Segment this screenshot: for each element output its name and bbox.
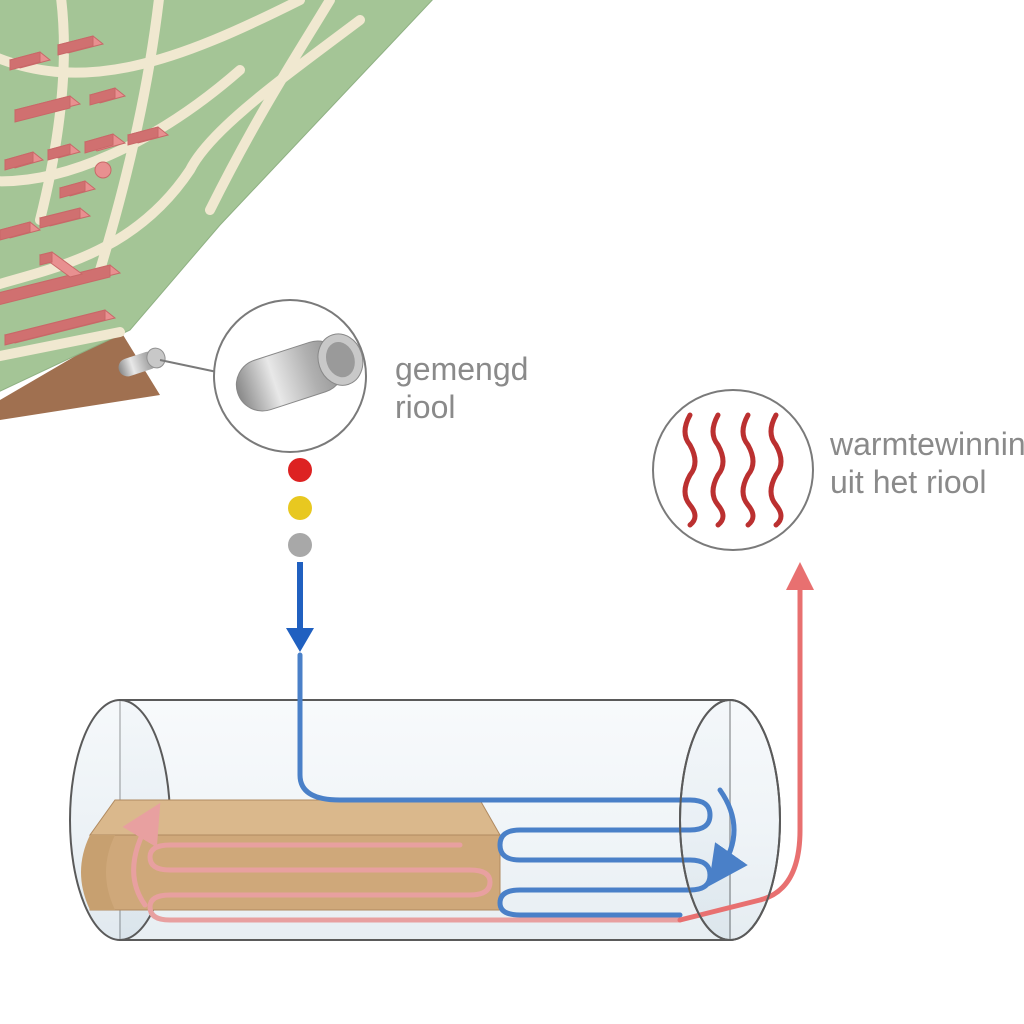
diagram-canvas [0, 0, 1024, 1024]
heat-label: warmtewinnin uit het riool [830, 425, 1024, 502]
inflow-arrow [286, 562, 314, 652]
connector-line [160, 360, 217, 372]
heat-circle [653, 390, 813, 550]
main-sewer-pipe [70, 562, 814, 940]
sewer-label: gemengd riool [395, 350, 528, 427]
status-dots [288, 458, 312, 557]
sewer-magnifier [214, 300, 369, 452]
heat-out-arrowhead [786, 562, 814, 590]
